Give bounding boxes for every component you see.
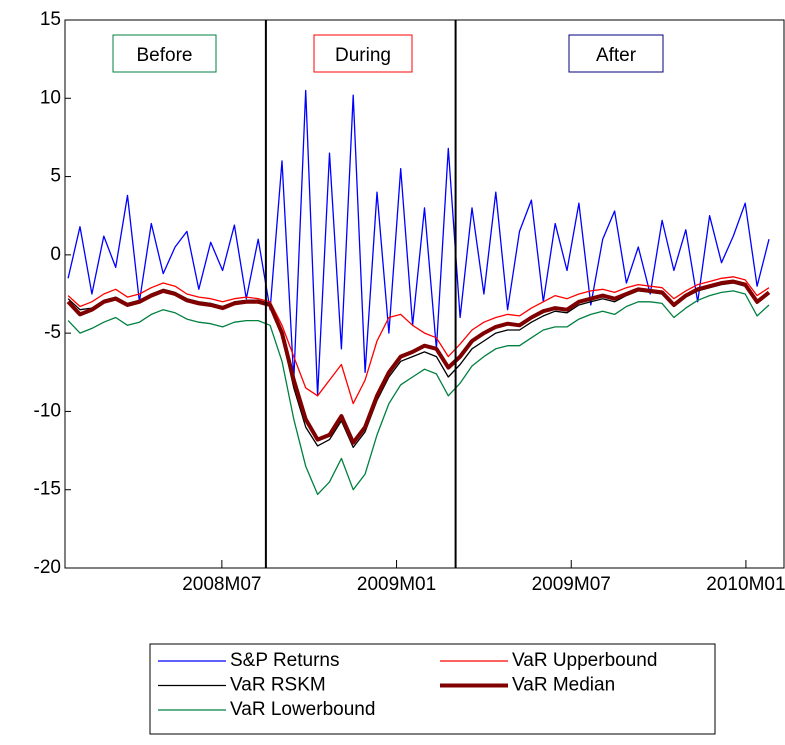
x-tick-label: 2009M01 bbox=[357, 574, 436, 595]
annotation-box bbox=[568, 34, 664, 73]
series-line bbox=[67, 282, 770, 449]
series-line bbox=[67, 276, 770, 405]
plot-frame bbox=[64, 19, 785, 569]
y-tick-label: -10 bbox=[34, 400, 61, 421]
y-tick-label: -20 bbox=[34, 557, 61, 578]
legend-label: S&P Returns bbox=[230, 650, 339, 671]
annotation: During bbox=[335, 45, 391, 66]
y-tick-label: 5 bbox=[50, 166, 61, 187]
x-tick-label: 2008M07 bbox=[182, 574, 261, 595]
series-line bbox=[67, 89, 770, 397]
series-line bbox=[67, 290, 770, 496]
x-tick-label: 2009M07 bbox=[532, 574, 611, 595]
y-tick-label: 15 bbox=[40, 9, 61, 30]
annotation-box bbox=[313, 34, 413, 73]
y-tick-label: -15 bbox=[34, 479, 61, 500]
legend-label: VaR Lowerbound bbox=[230, 699, 375, 720]
annotation: After bbox=[596, 45, 637, 66]
y-tick-label: -5 bbox=[44, 322, 61, 343]
series-line bbox=[66, 279, 771, 445]
x-tick-label: 2010M01 bbox=[706, 574, 785, 595]
legend-label: VaR Upperbound bbox=[512, 650, 657, 671]
legend-label: VaR RSKM bbox=[230, 675, 326, 696]
legend-box bbox=[149, 643, 716, 735]
y-tick-label: 10 bbox=[40, 87, 61, 108]
legend-label: VaR Median bbox=[512, 675, 615, 696]
annotation: Before bbox=[137, 45, 193, 66]
y-tick-label: 0 bbox=[50, 244, 61, 265]
annotation-box bbox=[112, 34, 217, 73]
